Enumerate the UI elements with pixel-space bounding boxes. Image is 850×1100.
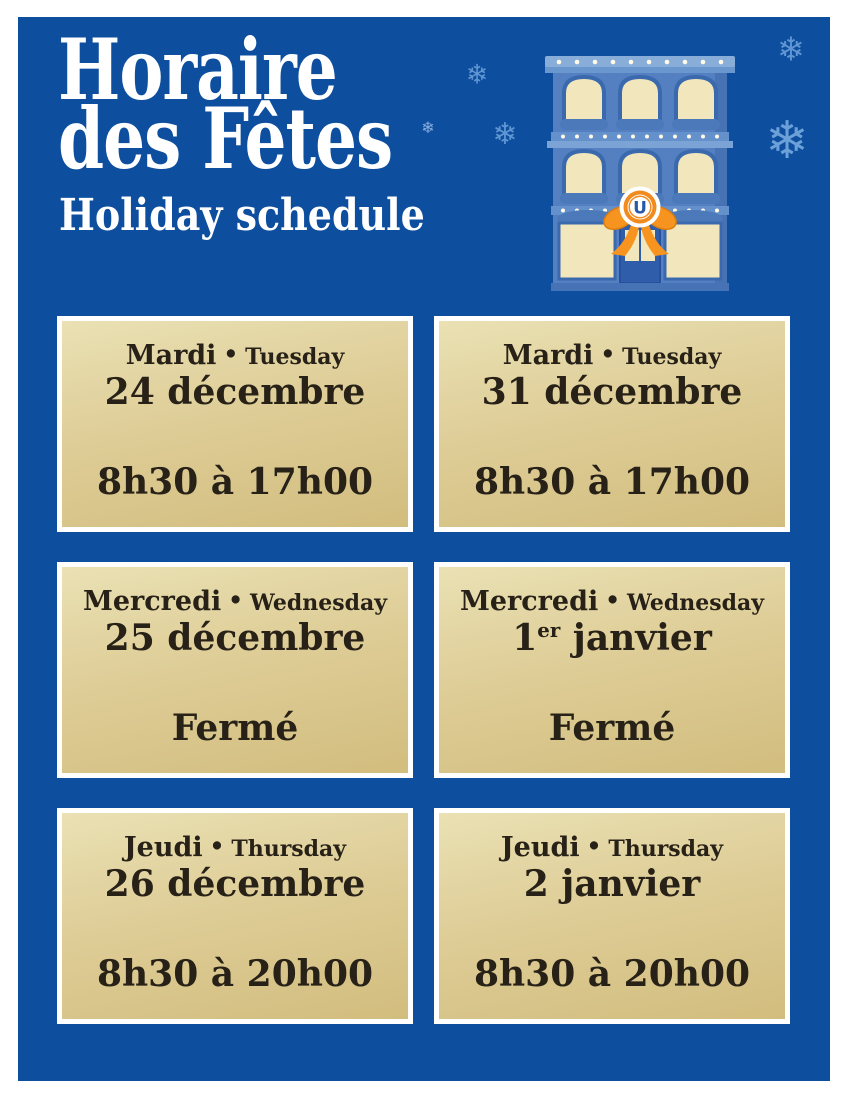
card-date: 2 janvier	[523, 862, 701, 905]
schedule-card: Jeudi • Thursday 2 janvier 8h30 à 20h00	[434, 808, 790, 1024]
date-ordinal: er	[537, 617, 561, 642]
schedule-card: Mercredi • Wednesday 1er janvier Fermé	[434, 562, 790, 778]
date-text: 31 décembre	[481, 370, 743, 413]
day-fr: Mercredi	[82, 586, 222, 617]
bullet-separator: •	[586, 833, 602, 860]
page-title: Horaire des Fêtes	[58, 19, 393, 189]
card-date: 31 décembre	[481, 370, 743, 413]
card-day-line: Jeudi • Thursday	[124, 833, 346, 863]
day-fr: Mardi	[125, 340, 217, 371]
holiday-poster: Horaire des Fêtes Holiday schedule ❄ ❄ ❄…	[18, 17, 830, 1081]
card-day-line: Mardi • Tuesday	[503, 341, 722, 371]
card-date: 1er janvier	[512, 616, 712, 659]
card-hours: 8h30 à 20h00	[473, 953, 751, 995]
day-en: Thursday	[608, 836, 724, 862]
upper-windows-icon	[562, 74, 718, 125]
middle-windows-icon	[562, 148, 718, 199]
snowflake-icon: ❄	[765, 111, 809, 171]
date-text: 24 décembre	[104, 370, 366, 413]
snowflake-icon: ❄	[492, 117, 518, 152]
schedule-grid: Mardi • Tuesday 24 décembre 8h30 à 17h00 M…	[57, 316, 790, 1024]
bullet-separator: •	[223, 341, 239, 368]
title-line-1: Horaire	[58, 19, 338, 120]
storefront-window-icon	[557, 221, 617, 281]
card-hours: 8h30 à 17h00	[473, 461, 751, 503]
storefront-window-icon	[663, 221, 723, 281]
day-en: Tuesday	[245, 344, 345, 370]
garland-icon	[560, 119, 720, 130]
date-text: 2 janvier	[523, 862, 701, 905]
day-fr: Mercredi	[459, 586, 599, 617]
day-en: Thursday	[231, 836, 347, 862]
date-text: janvier	[560, 616, 712, 659]
bullet-separator: •	[228, 587, 243, 614]
snowflake-icon: ❄	[465, 59, 489, 91]
snowflake-icon: ❄	[777, 29, 805, 69]
date-text: 26 décembre	[104, 862, 366, 905]
title-line-2: des Fêtes	[58, 88, 393, 189]
day-fr: Mardi	[502, 340, 594, 371]
storefront-illustration: U	[545, 56, 735, 291]
snowflake-icon: ❄	[421, 118, 435, 137]
card-day-line: Mardi • Tuesday	[126, 341, 345, 371]
day-en: Wednesday	[249, 590, 388, 616]
roof-lights-icon	[556, 59, 724, 65]
schedule-card: Mercredi • Wednesday 25 décembre Fermé	[57, 562, 413, 778]
card-date: 25 décembre	[104, 616, 366, 659]
schedule-card: Jeudi • Thursday 26 décembre 8h30 à 20h00	[57, 808, 413, 1024]
schedule-card: Mardi • Tuesday 24 décembre 8h30 à 17h00	[57, 316, 413, 532]
card-day-line: Jeudi • Thursday	[501, 833, 723, 863]
bullet-separator: •	[209, 833, 225, 860]
card-hours: 8h30 à 17h00	[96, 461, 374, 503]
bullet-separator: •	[605, 587, 620, 614]
page-subtitle: Holiday schedule	[59, 188, 425, 241]
card-day-line: Mercredi • Wednesday	[83, 587, 387, 617]
card-hours: 8h30 à 20h00	[96, 953, 374, 995]
store-logo-badge: U	[619, 186, 661, 228]
card-hours: Fermé	[171, 707, 299, 749]
day-fr: Jeudi	[123, 832, 203, 863]
schedule-card: Mardi • Tuesday 31 décembre 8h30 à 17h00	[434, 316, 790, 532]
date-text: 25 décembre	[104, 616, 366, 659]
day-fr: Jeudi	[500, 832, 580, 863]
bullet-separator: •	[600, 341, 616, 368]
card-day-line: Mercredi • Wednesday	[460, 587, 764, 617]
store-logo-letter: U	[633, 199, 647, 219]
date-text: 1	[512, 616, 538, 659]
card-date: 24 décembre	[104, 370, 366, 413]
card-hours: Fermé	[548, 707, 676, 749]
card-date: 26 décembre	[104, 862, 366, 905]
day-en: Wednesday	[626, 590, 765, 616]
day-en: Tuesday	[622, 344, 722, 370]
